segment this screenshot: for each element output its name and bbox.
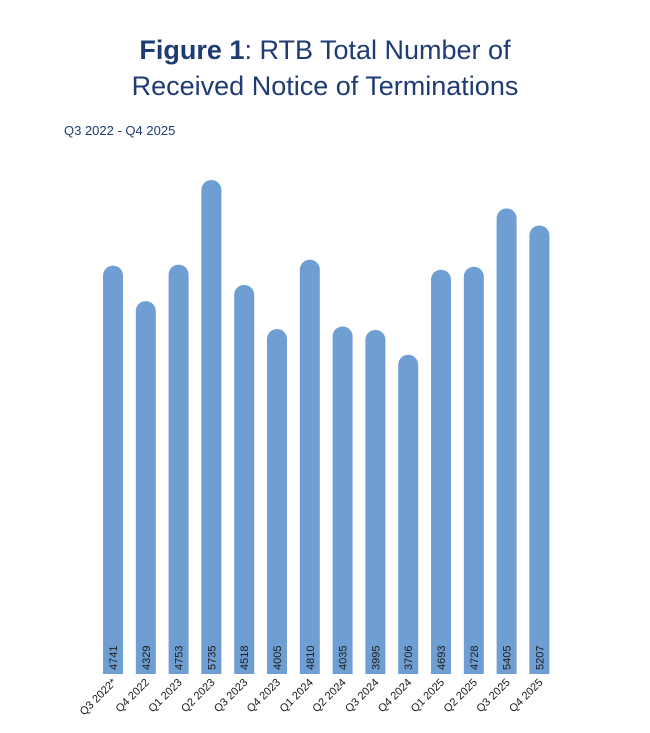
data-label-q4-2025: 5207 [534, 646, 546, 670]
bar-q4-2025 [529, 225, 550, 685]
data-label-q3-2024: 3995 [370, 646, 382, 670]
chart-subtitle: Q3 2022 - Q4 2025 [64, 123, 176, 138]
bar-q4-2022 [135, 301, 156, 684]
bar-base-q2-2023 [200, 674, 223, 694]
x-tick-label-q3-2022: Q3 2022* [78, 676, 120, 718]
data-label-q4-2022: 4329 [141, 646, 153, 670]
data-label-q3-2022: 4741 [108, 646, 120, 670]
chart-title-line-1: Figure 1: RTB Total Number of [0, 32, 650, 68]
bar-base-q2-2024 [331, 674, 354, 694]
bar-base-q4-2023 [266, 674, 288, 694]
bar-q1-2025 [431, 269, 451, 684]
bar-base-q1-2024 [298, 674, 321, 694]
bar-q2-2024 [332, 326, 353, 684]
chart-title: Figure 1: RTB Total Number of Received N… [0, 32, 650, 104]
data-label-q4-2024: 3706 [403, 646, 415, 670]
data-label-q1-2023: 4753 [174, 646, 186, 670]
bar-q3-2025 [496, 208, 517, 684]
data-label-q2-2025: 4728 [469, 646, 481, 670]
bar-base-q3-2024 [364, 674, 387, 694]
bar-base-q3-2023 [233, 674, 256, 694]
bar-base-q1-2023 [167, 674, 190, 694]
data-label-q2-2023: 5735 [206, 646, 218, 670]
bar-q3-2023 [234, 284, 255, 684]
figure-number: Figure 1 [139, 35, 245, 65]
title-text-line-1: : RTB Total Number of [244, 35, 511, 65]
data-label-q3-2025: 5405 [502, 646, 514, 670]
bar-q4-2024 [398, 354, 419, 684]
bar-base-q4-2022 [134, 674, 157, 694]
bar-base-q4-2024 [397, 674, 420, 694]
bar-q2-2025 [463, 266, 484, 684]
title-text-line-2: Received Notice of Terminations [131, 71, 519, 101]
bar-base-q3-2025 [495, 674, 518, 694]
bar-base-q2-2025 [462, 674, 485, 694]
bar-q3-2022 [103, 265, 123, 684]
data-label-q3-2023: 4518 [239, 646, 251, 670]
bar-q1-2023 [168, 264, 189, 684]
data-label-q4-2023: 4005 [272, 646, 284, 670]
bar-base-q1-2025 [430, 674, 452, 694]
bar-q2-2023 [201, 180, 222, 684]
data-label-q2-2024: 4035 [338, 646, 350, 670]
bar-base-q4-2025 [528, 674, 551, 694]
bar-base-q3-2022 [102, 674, 124, 694]
bar-q3-2024 [365, 329, 386, 684]
data-label-q1-2025: 4693 [436, 646, 448, 670]
data-label-q1-2024: 4810 [305, 646, 317, 670]
bar-q4-2023 [267, 329, 287, 684]
bar-q1-2024 [299, 259, 320, 684]
